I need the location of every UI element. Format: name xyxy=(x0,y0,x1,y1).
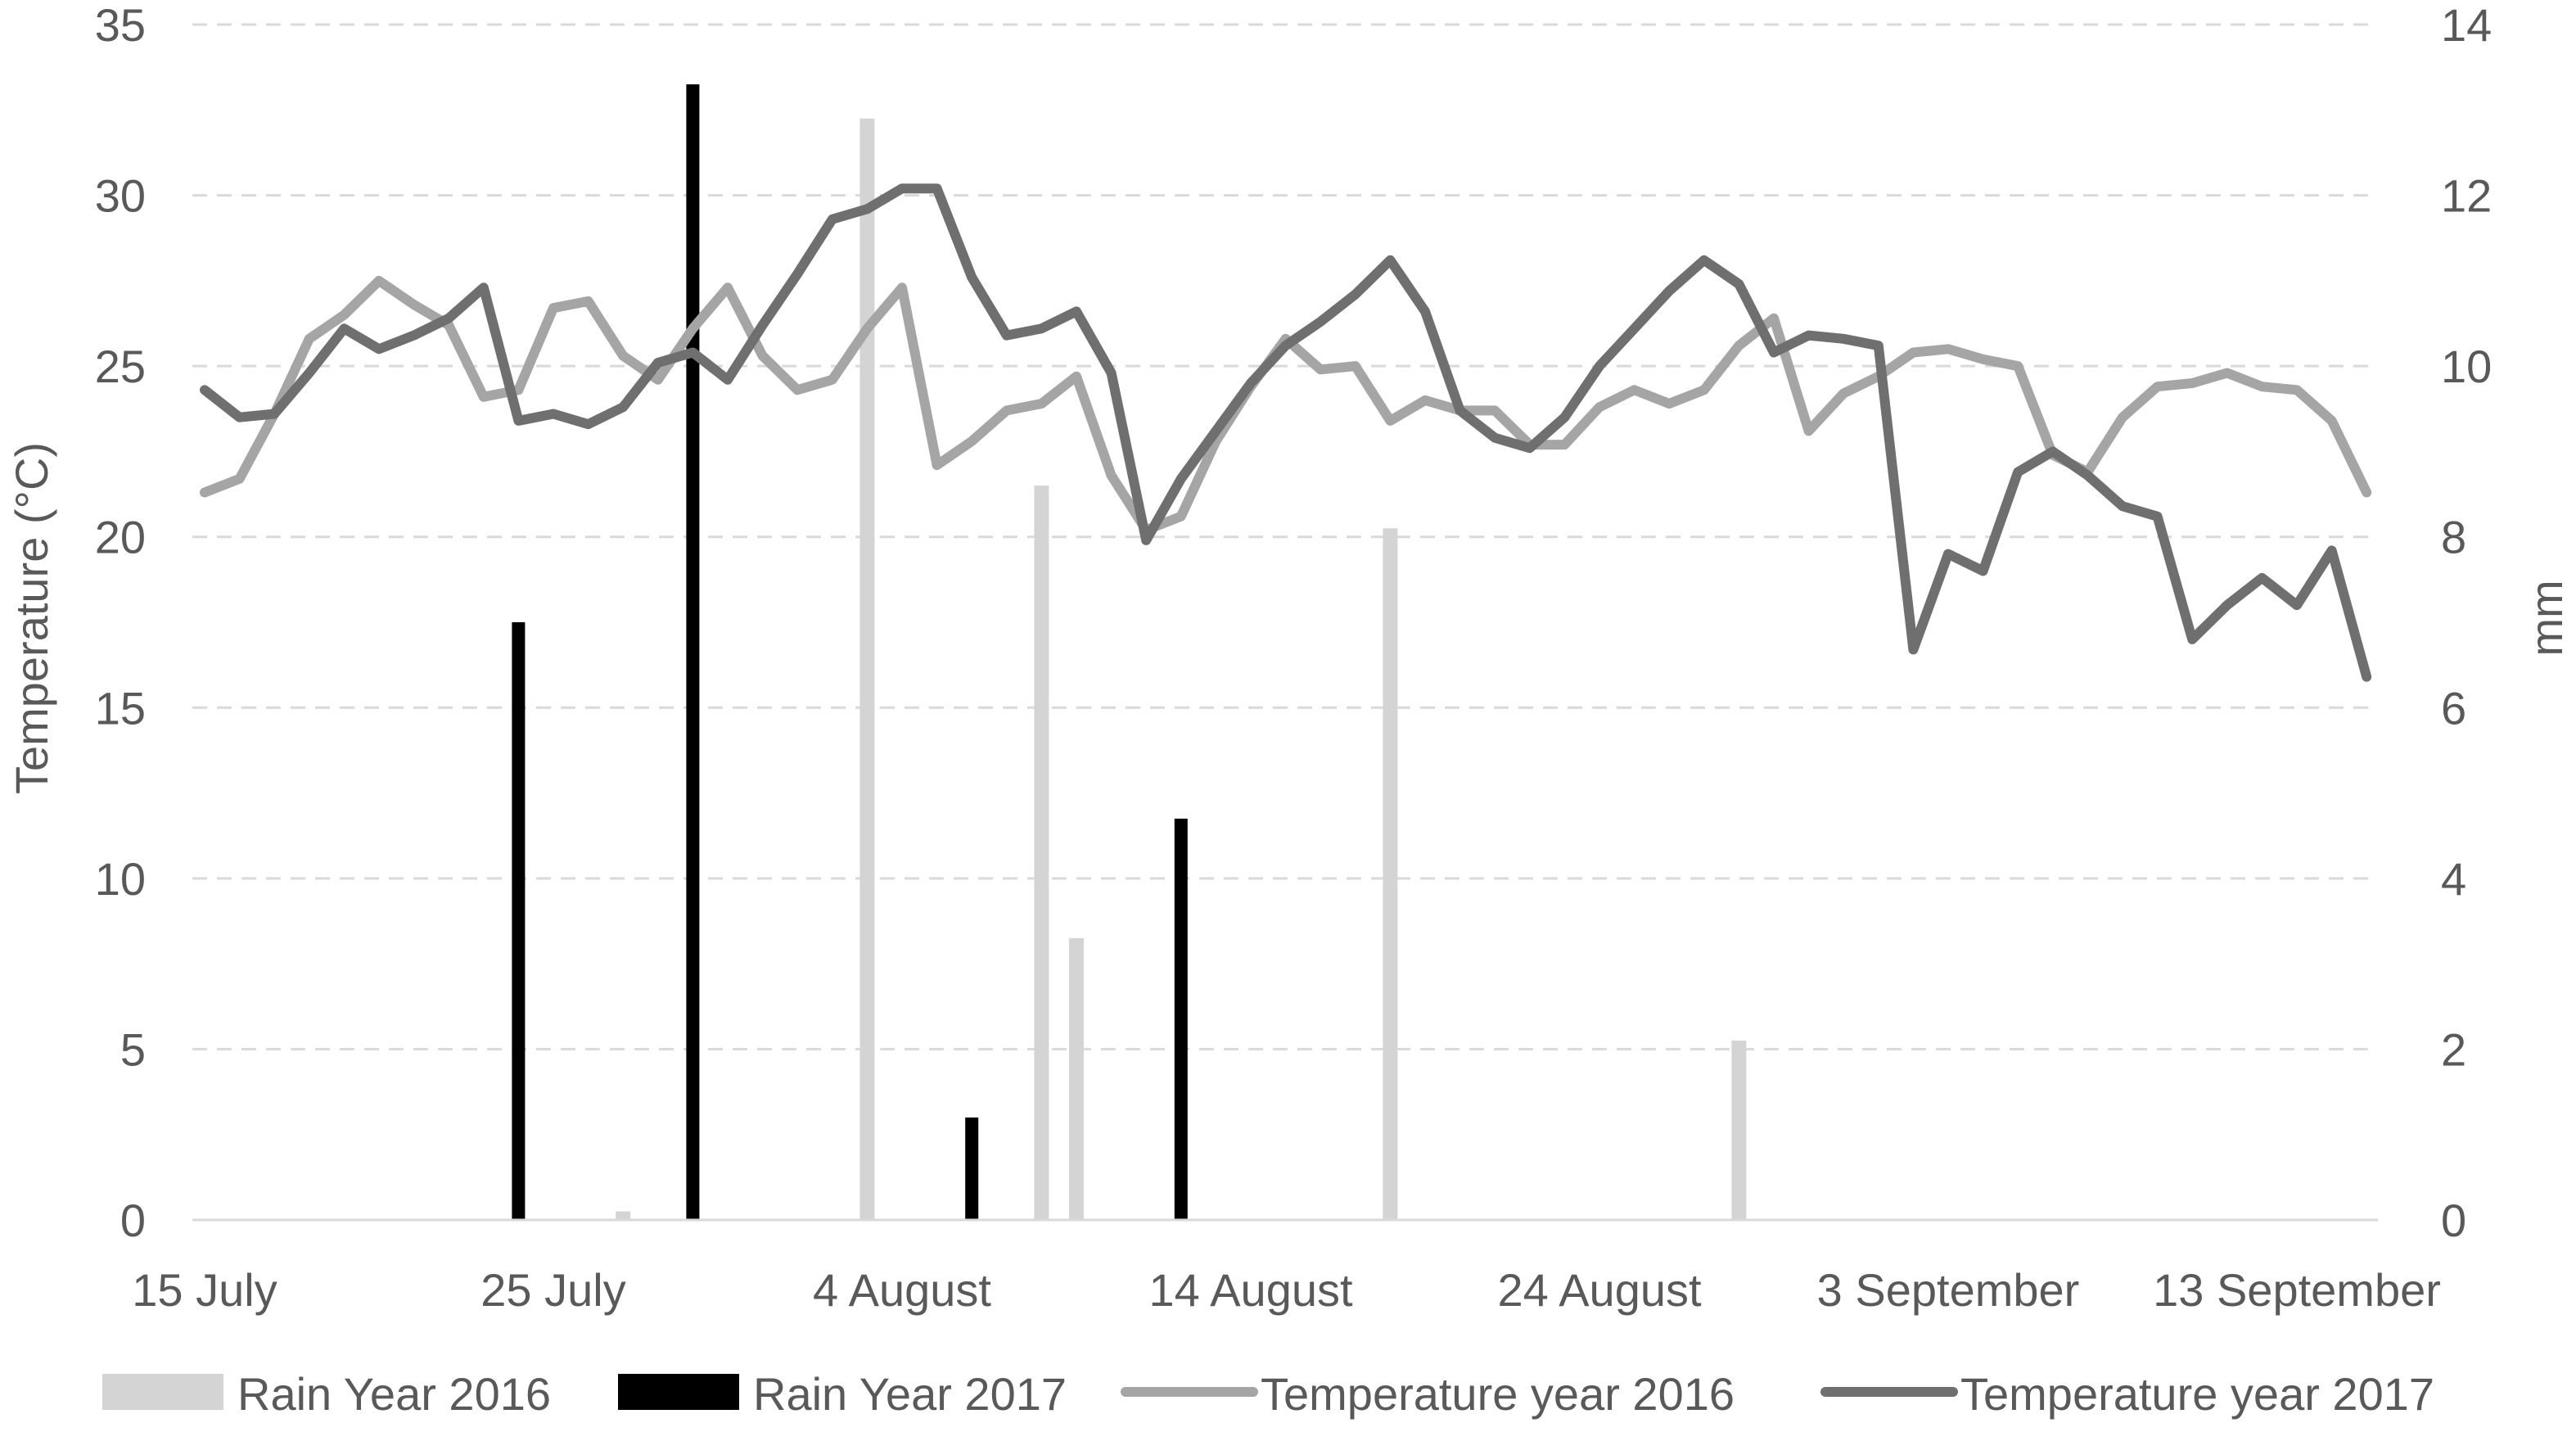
legend-label: Rain Year 2017 xyxy=(753,1368,1067,1420)
left-tick-label: 30 xyxy=(95,170,146,222)
left-tick-label: 20 xyxy=(95,512,146,563)
rain-bar xyxy=(965,1117,979,1220)
legend-label: Temperature year 2016 xyxy=(1261,1368,1735,1420)
rain-bar xyxy=(1069,937,1084,1220)
x-axis-ticks: 15 July 25 July 4 August 14 August 24 August… xyxy=(132,1264,2441,1316)
right-tick-label: 4 xyxy=(2441,853,2466,905)
x-tick-label: 13 September xyxy=(2153,1264,2441,1316)
left-tick-label: 15 xyxy=(95,682,146,734)
temperature-lines xyxy=(200,183,2372,682)
x-tick-label: 25 July xyxy=(480,1264,625,1316)
right-axis-title: mm xyxy=(2520,580,2572,656)
right-tick-label: 12 xyxy=(2441,170,2492,222)
right-tick-label: 0 xyxy=(2441,1195,2466,1246)
temperature-2016-line xyxy=(200,275,2372,535)
left-tick-label: 0 xyxy=(120,1195,146,1246)
left-tick-label: 5 xyxy=(120,1023,146,1075)
left-axis-ticks: 0 5 10 15 20 25 30 35 xyxy=(95,0,146,1246)
rain-bar xyxy=(512,622,526,1220)
right-tick-label: 8 xyxy=(2441,512,2466,563)
legend: Rain Year 2016 Rain Year 2017 Temperature … xyxy=(102,1368,2434,1420)
rain-bar xyxy=(686,84,700,1220)
x-tick-label: 24 August xyxy=(1497,1264,1702,1316)
x-tick-label: 3 September xyxy=(1817,1264,2080,1316)
legend-label: Rain Year 2016 xyxy=(237,1368,551,1420)
left-tick-label: 35 xyxy=(95,0,146,51)
right-axis-ticks: 0 2 4 6 8 10 12 14 xyxy=(2441,0,2492,1246)
right-tick-label: 2 xyxy=(2441,1023,2466,1075)
temperature-2017-line xyxy=(200,183,2372,682)
legend-swatch xyxy=(102,1374,223,1410)
rain-bar xyxy=(1174,818,1188,1220)
rain-bar xyxy=(859,118,875,1221)
rain-bar xyxy=(616,1211,631,1220)
rain-2016-bars xyxy=(616,118,1747,1221)
rain-bar xyxy=(1383,528,1398,1220)
x-tick-label: 15 July xyxy=(132,1264,277,1316)
x-tick-label: 4 August xyxy=(813,1264,991,1316)
right-tick-label: 14 xyxy=(2441,0,2492,51)
rain-bar xyxy=(1731,1041,1747,1220)
left-axis-title: Temperature (°C) xyxy=(6,442,57,794)
legend-swatch xyxy=(618,1374,739,1410)
rain-bar xyxy=(1034,486,1049,1220)
x-tick-label: 14 August xyxy=(1148,1264,1353,1316)
left-tick-label: 25 xyxy=(95,341,146,392)
left-tick-label: 10 xyxy=(95,853,146,905)
right-tick-label: 6 xyxy=(2441,682,2466,734)
rain-2017-bars xyxy=(512,84,1188,1220)
right-tick-label: 10 xyxy=(2441,341,2492,392)
legend-label: Temperature year 2017 xyxy=(1960,1368,2434,1420)
